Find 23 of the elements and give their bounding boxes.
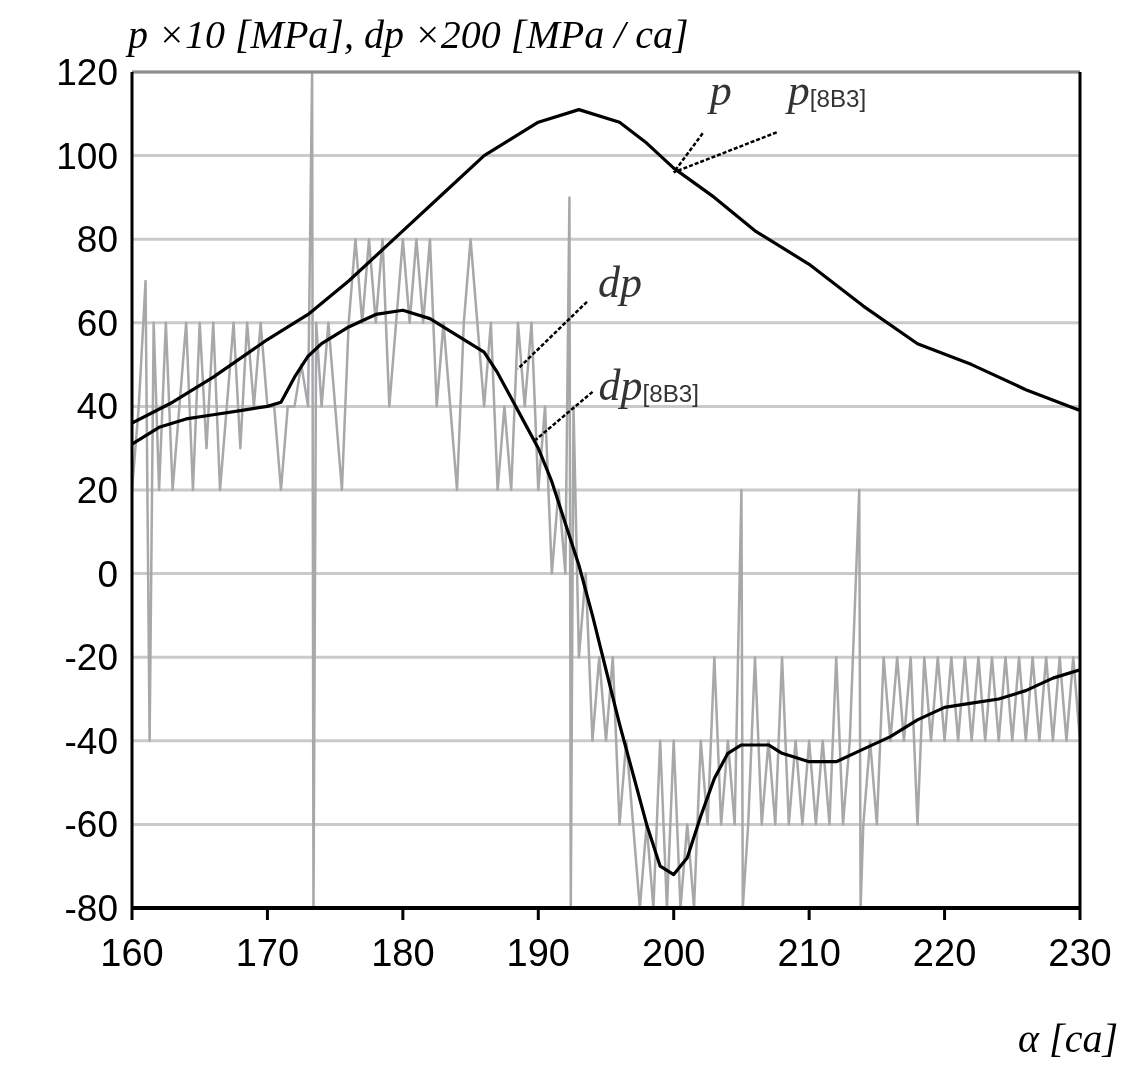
x-tick-label: 160 [100,932,164,974]
y-tick-label: 120 [56,52,118,93]
x-tick-label: 190 [506,932,570,974]
y-tick-label: -20 [64,637,118,679]
y-tick-label: 20 [76,470,118,511]
y-tick-label: -80 [64,888,118,929]
y-tick-label: -40 [64,720,118,762]
x-tick-label: 180 [371,932,435,974]
x-tick-label: 220 [912,932,977,974]
y-tick-label: 40 [76,386,118,428]
x-axis-title: α [ca] [1018,1016,1118,1061]
annotation: dp [597,257,642,307]
y-tick-label: 100 [56,135,118,177]
y-tick-label: 80 [76,219,118,261]
y-axis-title: p ×10 [MPa], dp ×200 [MPa / ca] [125,12,689,57]
x-tick-label: 230 [1048,932,1112,974]
y-tick-label: 0 [97,553,118,595]
annotation: p [706,66,732,116]
x-tick-label: 210 [777,932,841,974]
x-tick-label: 200 [642,932,706,974]
y-tick-label: -60 [64,804,118,846]
x-tick-label: 170 [235,932,300,974]
y-tick-label: 60 [76,302,118,344]
